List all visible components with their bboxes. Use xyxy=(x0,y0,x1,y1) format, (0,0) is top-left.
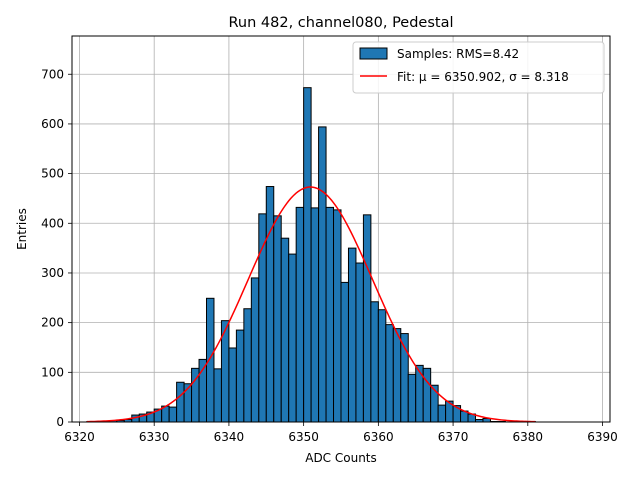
histogram-bar xyxy=(274,216,281,422)
y-tick-label: 500 xyxy=(41,167,64,181)
histogram-bar xyxy=(438,405,445,422)
histogram-bar xyxy=(281,238,288,422)
x-tick-label: 6340 xyxy=(214,430,245,444)
histogram-bar xyxy=(184,384,191,422)
x-tick-label: 6330 xyxy=(139,430,170,444)
chart-title: Run 482, channel080, Pedestal xyxy=(228,15,453,31)
histogram-bar xyxy=(483,419,490,422)
histogram-bar xyxy=(244,309,251,422)
histogram-bar xyxy=(289,254,296,422)
legend-histogram-label: Samples: RMS=8.42 xyxy=(397,47,519,61)
y-tick-label: 400 xyxy=(41,216,64,230)
x-tick-label: 6370 xyxy=(438,430,469,444)
x-tick-label: 6320 xyxy=(64,430,95,444)
histogram-bar xyxy=(207,298,214,422)
histogram-bar xyxy=(393,329,400,422)
x-tick-label: 6360 xyxy=(363,430,394,444)
x-tick-label: 6380 xyxy=(513,430,544,444)
histogram-bar xyxy=(378,310,385,422)
y-tick-label: 0 xyxy=(56,415,64,429)
histogram-bar xyxy=(408,374,415,422)
histogram-bar xyxy=(326,207,333,422)
y-tick-label: 300 xyxy=(41,266,64,280)
histogram-bar xyxy=(348,248,355,422)
legend-fit-label: Fit: μ = 6350.902, σ = 8.318 xyxy=(397,70,569,84)
histogram-bar xyxy=(341,282,348,422)
histogram-bar xyxy=(251,278,258,422)
legend: Samples: RMS=8.42 Fit: μ = 6350.902, σ =… xyxy=(353,42,604,93)
histogram-bar xyxy=(371,302,378,422)
y-tick-label: 100 xyxy=(41,365,64,379)
histogram-bar xyxy=(177,382,184,422)
histogram-bar xyxy=(304,88,311,422)
histogram-bar xyxy=(386,325,393,422)
legend-histogram-swatch xyxy=(360,48,387,59)
histogram-bar xyxy=(296,207,303,422)
x-axis-label: ADC Counts xyxy=(305,451,377,465)
histogram-bar xyxy=(229,348,236,422)
histogram-bar xyxy=(319,127,326,422)
x-tick-label: 6390 xyxy=(587,430,618,444)
histogram-bar xyxy=(334,210,341,422)
histogram-bar xyxy=(416,365,423,422)
histogram-bar xyxy=(423,368,430,422)
histogram-bar xyxy=(311,208,318,422)
histogram-bar xyxy=(259,214,266,422)
histogram-bar xyxy=(214,369,221,422)
histogram-bar xyxy=(266,187,273,422)
y-tick-label: 200 xyxy=(41,316,64,330)
y-tick-label: 700 xyxy=(41,67,64,81)
y-axis-label: Entries xyxy=(15,208,29,250)
x-tick-label: 6350 xyxy=(288,430,319,444)
histogram-bar xyxy=(236,330,243,422)
y-tick-label: 600 xyxy=(41,117,64,131)
histogram-bar xyxy=(363,215,370,422)
histogram-bar xyxy=(356,263,363,422)
histogram-bar xyxy=(169,407,176,422)
